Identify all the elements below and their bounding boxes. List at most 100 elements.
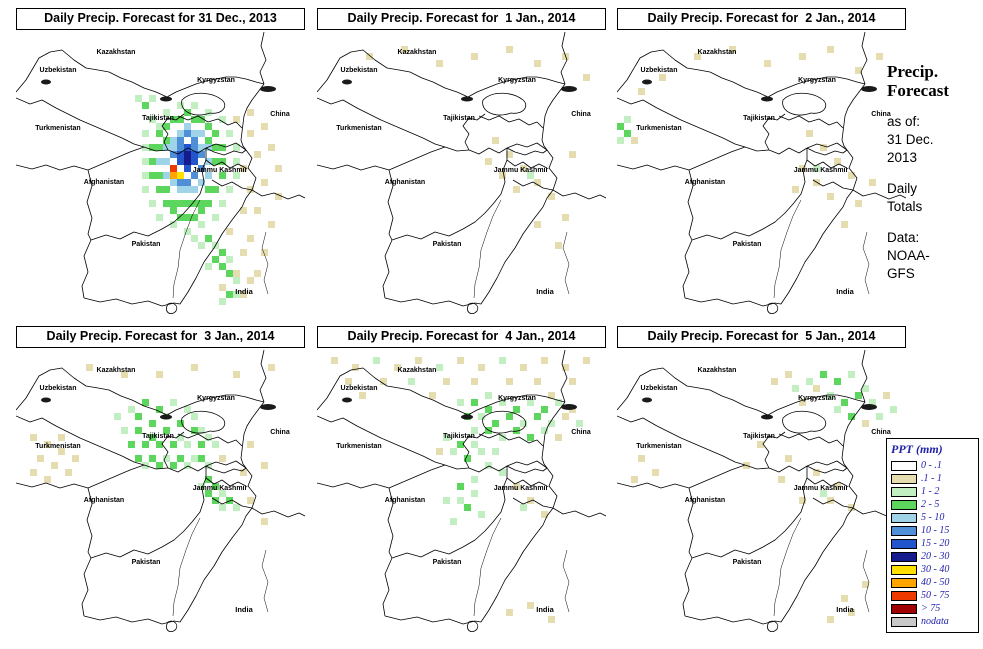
precip-cell <box>268 221 275 228</box>
precip-cell <box>212 214 219 221</box>
country-border <box>541 401 566 469</box>
precip-cell <box>219 200 226 207</box>
precip-cell <box>163 172 170 179</box>
country-border <box>173 524 243 623</box>
country-border <box>181 92 226 116</box>
country-border <box>812 497 854 509</box>
precip-cell <box>869 399 876 406</box>
precip-cell <box>485 462 492 469</box>
precip-cell <box>121 371 128 378</box>
precip-cell <box>513 186 520 193</box>
precip-cell <box>764 60 771 67</box>
country-border <box>552 189 606 200</box>
precip-cell <box>170 462 177 469</box>
precip-cell <box>184 151 191 158</box>
precip-cell <box>240 291 247 298</box>
country-label: Tajikistan <box>142 115 174 122</box>
precip-cell <box>862 420 869 427</box>
country-label: Afghanistan <box>385 497 425 504</box>
country-border <box>691 466 808 559</box>
precip-cell <box>513 406 520 413</box>
country-border <box>86 169 93 241</box>
precip-cell <box>436 364 443 371</box>
legend-row: .1 - 1 <box>891 472 974 485</box>
country-border <box>384 297 476 307</box>
precip-cell <box>569 151 576 158</box>
country-border <box>806 147 848 156</box>
precip-cell <box>562 214 569 221</box>
precip-cell <box>827 193 834 200</box>
country-border <box>552 507 606 518</box>
precip-cell <box>876 53 883 60</box>
country-border <box>468 465 508 473</box>
precip-cell <box>478 364 485 371</box>
country-border <box>768 465 808 473</box>
country-label: Tajikistan <box>743 115 775 122</box>
precip-cell <box>834 483 841 490</box>
panel-title: Daily Precip. Forecast for 31 Dec., 2013 <box>16 8 305 30</box>
legend-label: 1 - 2 <box>921 486 940 497</box>
country-label: China <box>871 111 891 118</box>
precip-cell <box>576 420 583 427</box>
country-label: Turkmenistan <box>636 443 681 450</box>
precip-cell <box>506 378 513 385</box>
country-border <box>474 206 544 305</box>
country-border <box>617 164 690 171</box>
lake <box>642 397 652 403</box>
precip-cell <box>170 207 177 214</box>
country-border <box>172 199 201 299</box>
precip-cell <box>624 116 631 123</box>
precip-cell <box>471 441 478 448</box>
country-border <box>388 146 446 171</box>
precip-cell <box>541 511 548 518</box>
precip-cell <box>135 413 142 420</box>
country-border <box>506 477 548 487</box>
country-border <box>161 113 185 151</box>
legend-swatch <box>891 460 917 471</box>
precip-cell <box>233 291 240 298</box>
lake <box>761 96 773 102</box>
precip-cell <box>457 497 464 504</box>
country-border <box>467 620 479 632</box>
panel-title: Daily Precip. Forecast for 5 Jan., 2014 <box>617 326 906 348</box>
info-as-of-label: as of: <box>887 114 921 129</box>
country-border <box>172 517 201 617</box>
country-border <box>177 433 243 447</box>
precip-cell <box>177 144 184 151</box>
precip-cell <box>240 469 247 476</box>
precip-cell <box>198 179 205 186</box>
country-border <box>512 179 554 191</box>
country-border <box>462 113 486 151</box>
precip-cell <box>198 165 205 172</box>
country-border <box>687 487 694 559</box>
country-border <box>16 415 145 466</box>
precip-cell <box>170 151 177 158</box>
legend-row: 30 - 40 <box>891 563 974 576</box>
precip-cell <box>527 602 534 609</box>
precip-cell <box>464 504 471 511</box>
precip-cell <box>149 434 156 441</box>
precip-cell <box>492 137 499 144</box>
country-label: Jammu Kashmir <box>794 167 849 174</box>
country-border <box>773 199 802 299</box>
precip-cell <box>541 357 548 364</box>
precip-cell <box>72 455 79 462</box>
forecast-map: Kazakhstan Uzbekistan Kyrgyzstan Tajikistan… <box>617 32 906 314</box>
precip-cell <box>520 504 527 511</box>
precip-cell <box>142 441 149 448</box>
country-border <box>16 49 265 98</box>
precip-cell <box>198 455 205 462</box>
country-border <box>391 148 508 241</box>
country-label: China <box>571 111 591 118</box>
precip-cell <box>156 441 163 448</box>
precip-cell <box>813 469 820 476</box>
country-label: Kyrgyzstan <box>498 395 536 402</box>
country-border <box>259 32 267 85</box>
country-border <box>860 32 868 85</box>
lake <box>461 96 473 102</box>
precip-cell <box>58 434 65 441</box>
precip-cell <box>534 60 541 67</box>
precip-cell <box>457 441 464 448</box>
precip-cell <box>247 130 254 137</box>
precip-cell <box>177 186 184 193</box>
